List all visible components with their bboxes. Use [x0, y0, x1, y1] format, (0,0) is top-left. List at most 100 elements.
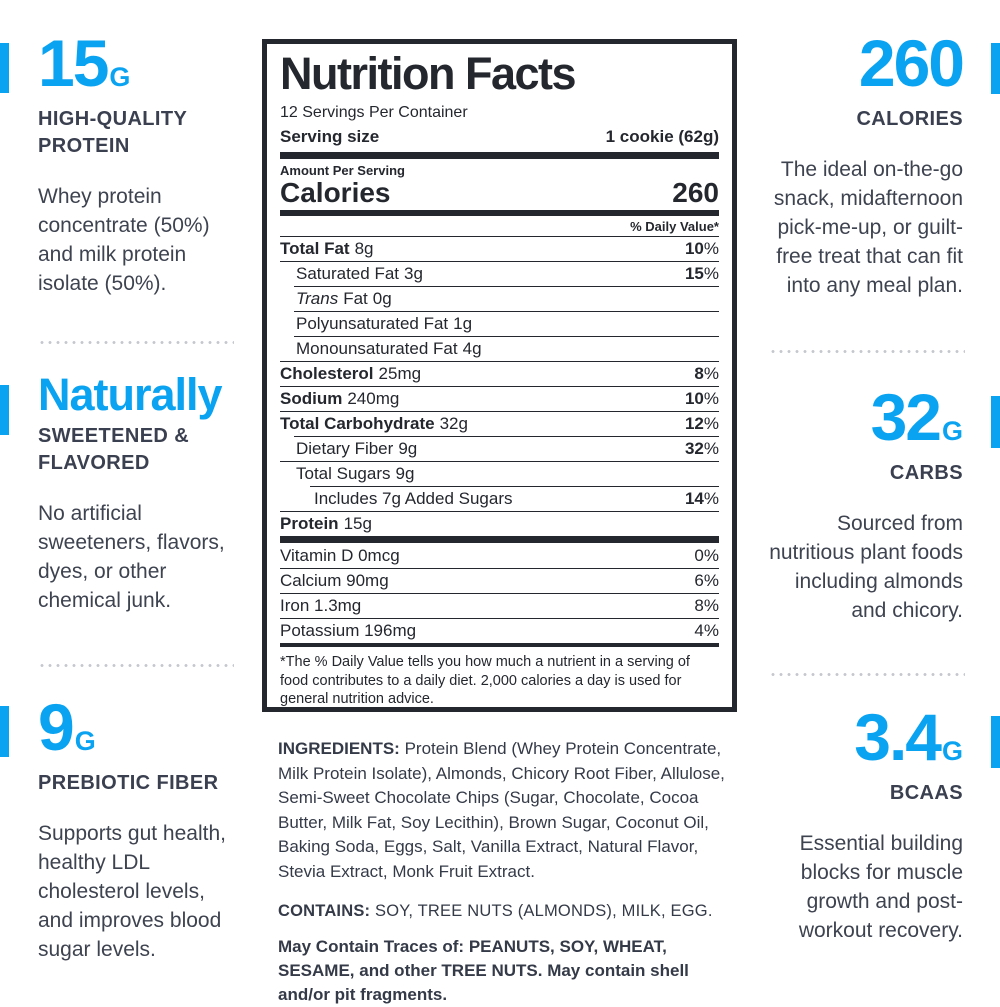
- calories-label: Calories: [280, 177, 391, 208]
- stat-value: 15G: [38, 30, 243, 96]
- accent-bar-right-3: [991, 716, 1000, 768]
- stat-value: 9G: [38, 694, 243, 760]
- section-heading: SWEETENED & FLAVORED: [38, 425, 190, 474]
- dotted-divider: [769, 673, 965, 676]
- contains-label: CONTAINS:: [278, 901, 371, 920]
- vitamin-dv: 6%: [694, 570, 719, 590]
- nutrient-name: Monounsaturated Fat: [296, 338, 458, 358]
- section-body: Whey protein concentrate (50%) and milk …: [38, 185, 210, 295]
- nutrient-name: Polyunsaturated Fat: [296, 313, 449, 333]
- nutrient-amount: 1g: [453, 313, 473, 333]
- dv-sign: %: [703, 263, 719, 283]
- nutrient-dv: 10%: [685, 389, 719, 409]
- nutrient-name-cell: Includes 7g Added Sugars: [280, 489, 512, 509]
- nutrient-name-cell: Total Sugars 9g: [280, 464, 414, 484]
- nutrient-amount: 9g: [395, 463, 415, 483]
- divider-thick: [280, 536, 719, 543]
- callout-bcaas: 3.4G BCAAS Essential building blocks for…: [758, 704, 963, 945]
- nutrient-name: Dietary Fiber: [296, 438, 394, 458]
- nutrient-name-cell: Total Fat 8g: [280, 239, 374, 259]
- nutrient-amount: 9g: [398, 438, 418, 458]
- stat-unit: G: [109, 62, 131, 92]
- accent-bar-left-1: [0, 43, 9, 93]
- nutrient-row: Dietary Fiber 9g 32%: [280, 436, 719, 461]
- callout-calories: 260 CALORIES The ideal on-the-go snack, …: [758, 30, 965, 300]
- stat-unit: G: [941, 416, 963, 446]
- nutrient-name: Fat: [343, 288, 368, 308]
- stat-number: 32: [870, 380, 942, 454]
- nutrient-name: Sodium: [280, 388, 343, 408]
- dv-number: 10: [684, 388, 704, 408]
- accent-bar-left-3: [0, 706, 9, 757]
- stat-number: Naturally: [38, 369, 223, 420]
- nutrient-row: Sodium 240mg 10%: [280, 386, 719, 411]
- nutrient-name: Total Carbohydrate: [280, 413, 435, 433]
- nutrient-name-cell: Sodium 240mg: [280, 389, 399, 409]
- section-heading: HIGH-QUALITY PROTEIN: [38, 108, 187, 157]
- nutrition-label-title: Nutrition Facts: [280, 48, 577, 99]
- dv-sign: %: [703, 413, 719, 433]
- callout-sweetened: Naturally SWEETENED & FLAVORED No artifi…: [38, 372, 243, 615]
- nutrient-amount: 0g: [372, 288, 392, 308]
- nutrient-name-cell: Cholesterol 25mg: [280, 364, 421, 384]
- nutrient-name-cell: Trans Fat 0g: [280, 289, 392, 309]
- accent-bar-left-2: [0, 385, 9, 435]
- nutrient-name-cell: Dietary Fiber 9g: [280, 439, 417, 459]
- stat-unit: G: [74, 726, 96, 756]
- nutrient-name: Total Fat: [280, 238, 350, 258]
- nutrient-row: Cholesterol 25mg 8%: [280, 361, 719, 386]
- dotted-divider: [769, 350, 965, 353]
- nutrient-name: Includes 7g Added Sugars: [314, 488, 513, 508]
- section-body: Sourced from nutritious plant foods incl…: [769, 512, 963, 622]
- dotted-divider: [38, 664, 234, 667]
- section-body: No artificial sweeteners, flavors, dyes,…: [38, 502, 225, 612]
- nutrient-row: Includes 7g Added Sugars 14%: [280, 486, 719, 511]
- stat-unit: G: [941, 736, 963, 766]
- vitamin-name: Vitamin D 0mcg: [280, 545, 400, 565]
- nutrient-row: Total Sugars 9g: [280, 461, 719, 486]
- vitamin-name: Potassium 196mg: [280, 620, 417, 640]
- nutrient-name: Total Sugars: [296, 463, 391, 483]
- serving-size-value: 1 cookie (62g): [605, 127, 719, 146]
- stat-value: 260: [758, 30, 965, 96]
- dv-sign: %: [703, 363, 719, 383]
- amount-per-serving: Amount Per Serving: [280, 163, 405, 178]
- servings-per-container: 12 Servings Per Container: [280, 104, 468, 121]
- nutrient-dv: 8%: [694, 364, 719, 384]
- nutrient-dv: 14%: [685, 489, 719, 509]
- dv-number: 8: [694, 363, 704, 383]
- nutrient-amount: 32g: [439, 413, 468, 433]
- nutrient-name: Saturated Fat: [296, 263, 400, 283]
- nutrient-name-cell: Total Carbohydrate 32g: [280, 414, 468, 434]
- nutrient-amount: 25mg: [378, 363, 422, 383]
- nutrient-dv: 32%: [685, 439, 719, 459]
- nutrient-name-italic: Trans: [296, 288, 339, 308]
- dv-sign: %: [703, 488, 719, 508]
- stat-value: Naturally: [38, 372, 243, 417]
- stat-value: 3.4G: [758, 704, 963, 770]
- nutrient-amount: 240mg: [347, 388, 400, 408]
- nutrient-dv: 12%: [685, 414, 719, 434]
- nutrient-name-cell: Protein 15g: [280, 514, 372, 534]
- nutrient-row: Total Carbohydrate 32g 12%: [280, 411, 719, 436]
- accent-bar-right-1: [991, 43, 1000, 94]
- daily-value-header: % Daily Value*: [630, 219, 719, 234]
- vitamin-row: Calcium 90mg 6%: [280, 568, 719, 593]
- divider-medium: [280, 643, 719, 647]
- vitamin-dv: 8%: [694, 595, 719, 615]
- callout-fiber: 9G PREBIOTIC FIBER Supports gut health, …: [38, 694, 243, 964]
- callout-carbs: 32G CARBS Sourced from nutritious plant …: [758, 384, 963, 625]
- vitamin-name: Iron 1.3mg: [280, 595, 362, 615]
- nutrition-label: Nutrition Facts 12 Servings Per Containe…: [262, 39, 737, 712]
- nutrient-amount: 4g: [462, 338, 482, 358]
- section-body: Essential building blocks for muscle gro…: [798, 832, 963, 942]
- dv-number: 12: [684, 413, 704, 433]
- serving-size-row: Serving size 1 cookie (62g): [280, 126, 719, 148]
- serving-size-label: Serving size: [280, 127, 380, 146]
- dv-number: 15: [684, 263, 704, 283]
- dv-sign: %: [703, 238, 719, 258]
- nutrient-name: Protein: [280, 513, 339, 533]
- ingredients-paragraph: INGREDIENTS: Protein Blend (Whey Protein…: [278, 737, 740, 885]
- nutrient-dv: 10%: [685, 239, 719, 259]
